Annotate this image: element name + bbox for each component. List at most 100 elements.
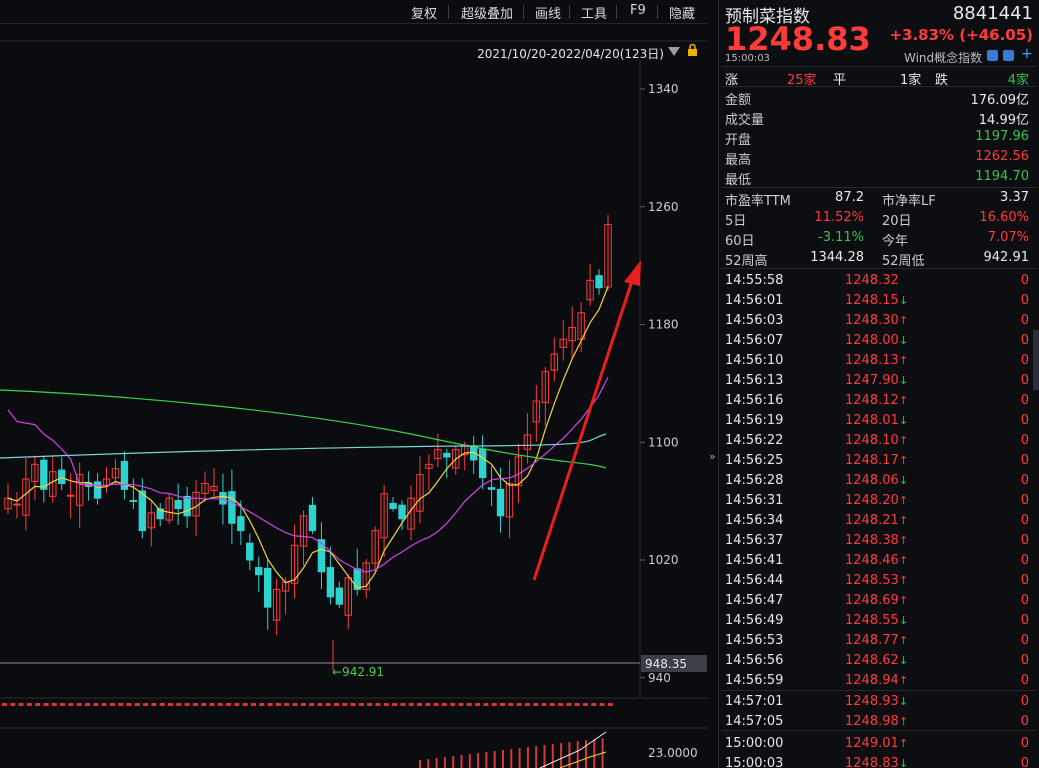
tools-button[interactable]: 工具	[581, 7, 608, 22]
tick-volume: 0	[1020, 353, 1029, 368]
up-label: 涨	[725, 73, 739, 88]
volume-bar	[425, 703, 431, 706]
valuation-row: 5日 11.52% 20日 16.60%	[725, 208, 1029, 229]
y-tick-label: 1340	[648, 82, 679, 96]
date-range-label[interactable]: 2021/10/20-2022/04/20(123日)	[477, 47, 664, 61]
volume-bar	[2, 703, 7, 706]
tick-row[interactable]: 14:56:56 1248.62 ↓ 0	[725, 651, 1029, 671]
tick-row[interactable]: 14:56:19 1248.01 ↓ 0	[725, 411, 1029, 431]
tick-row[interactable]: 14:56:31 1248.20 ↑ 0	[725, 491, 1029, 511]
tick-price: 1248.94	[845, 673, 899, 688]
tick-volume: 0	[1020, 313, 1029, 328]
tick-volume: 0	[1020, 593, 1029, 608]
arrow-up-icon: ↑	[899, 594, 909, 607]
y-tick-label: 1100	[648, 435, 679, 449]
volume-bar	[367, 703, 373, 706]
candle-body	[75, 474, 84, 506]
valuation-label: 20日	[882, 214, 912, 229]
tick-row[interactable]: 14:56:41 1248.46 ↑ 0	[725, 551, 1029, 571]
candle-body	[353, 568, 361, 590]
tick-row[interactable]: 14:56:22 1248.10 ↑ 0	[725, 431, 1029, 451]
tick-row[interactable]: 14:56:49 1248.55 ↓ 0	[725, 611, 1029, 631]
volume-bar	[176, 703, 182, 706]
stat-row: 金额 176.09亿	[725, 87, 1029, 108]
stat-row: 最高 1262.56	[725, 147, 1029, 168]
volume-bar	[259, 703, 265, 706]
candlestick-chart[interactable]: 1340 1260 1180 1100 1020 940 ←942.91 948.35 23.0…	[0, 0, 708, 768]
hide-button[interactable]: 隐藏	[669, 7, 696, 22]
volume-bar	[392, 703, 398, 706]
down-count: 4家	[1007, 73, 1029, 88]
low-marker-label: ←942.91	[332, 665, 384, 679]
volume-bar	[118, 703, 124, 706]
tick-row[interactable]: 14:56:01 1248.15 ↓ 0	[725, 291, 1029, 311]
chart-panel[interactable]: 复权 超级叠加 画线 工具 F9 隐藏 1340 1260 1180 1100 1020…	[0, 0, 708, 768]
tick-row[interactable]: 14:57:01 1248.93 ↓ 0	[725, 692, 1029, 712]
tick-volume: 0	[1020, 453, 1029, 468]
tick-row[interactable]: 14:56:37 1248.38 ↑ 0	[725, 531, 1029, 551]
alert-bell-icon[interactable]	[1003, 50, 1014, 61]
candle-body	[58, 469, 66, 484]
volume-bar	[566, 703, 572, 706]
tick-time: 14:55:58	[725, 273, 784, 288]
candle-body	[541, 371, 550, 404]
tick-price: 1248.69	[845, 593, 899, 608]
tick-row[interactable]: 15:00:03 1248.83 ↓ 0	[725, 754, 1029, 768]
tick-row[interactable]: 14:56:16 1248.12 ↑ 0	[725, 391, 1029, 411]
tick-volume: 0	[1020, 493, 1029, 508]
tick-time: 14:56:16	[725, 393, 784, 408]
stat-label: 金额	[725, 93, 752, 108]
add-icon[interactable]: +	[1021, 46, 1033, 62]
lock-icon[interactable]	[687, 44, 698, 56]
candle-body	[362, 562, 370, 591]
volume-bar	[234, 703, 240, 706]
volume-bar	[524, 703, 530, 706]
tick-row[interactable]: 14:56:59 1248.94 ↑ 0	[725, 671, 1029, 691]
restore-rights-button[interactable]: 复权	[411, 7, 438, 22]
tick-row[interactable]: 14:56:07 1248.00 ↓ 0	[725, 331, 1029, 351]
volume-bar	[541, 703, 547, 706]
volume-bar	[334, 703, 339, 706]
candle-body	[559, 338, 567, 348]
tick-volume: 0	[1020, 694, 1029, 709]
tick-price: 1248.10	[845, 433, 899, 448]
tick-volume: 0	[1020, 533, 1029, 548]
tick-row[interactable]: 14:55:58 1248.32 0	[725, 271, 1029, 291]
tick-volume: 0	[1020, 553, 1029, 568]
edit-icon[interactable]	[987, 50, 998, 61]
tick-row[interactable]: 14:56:10 1248.13 ↑ 0	[725, 351, 1029, 371]
scrollbar-thumb[interactable]	[1033, 330, 1039, 390]
tick-row[interactable]: 14:56:25 1248.17 ↑ 0	[725, 451, 1029, 471]
tick-time: 14:56:41	[725, 553, 784, 568]
tick-time: 14:57:01	[725, 694, 784, 709]
draw-line-button[interactable]: 画线	[535, 7, 562, 22]
tick-time: 14:56:47	[725, 593, 784, 608]
chevron-down-icon[interactable]	[668, 47, 680, 56]
arrow-down-icon: ↓	[899, 414, 909, 427]
candle-body	[586, 279, 594, 301]
tick-price: 1248.01	[845, 413, 899, 428]
volume-bar	[51, 703, 57, 706]
super-overlay-button[interactable]: 超级叠加	[461, 7, 514, 22]
stat-label: 最低	[725, 173, 752, 188]
f9-button[interactable]: F9	[630, 3, 646, 18]
tick-row[interactable]: 14:56:03 1248.30 ↑ 0	[725, 311, 1029, 331]
tick-row[interactable]: 15:00:00 1249.01 ↑ 0	[725, 734, 1029, 754]
candle-body	[478, 448, 487, 479]
candle-body	[255, 567, 263, 576]
volume-bar	[483, 703, 489, 706]
tick-row[interactable]: 14:56:28 1248.06 ↓ 0	[725, 471, 1029, 491]
tick-row[interactable]: 14:56:13 1247.90 ↓ 0	[725, 371, 1029, 391]
divider	[721, 268, 1037, 269]
tick-row[interactable]: 14:56:47 1248.69 ↑ 0	[725, 591, 1029, 611]
tick-row[interactable]: 14:56:34 1248.21 ↑ 0	[725, 511, 1029, 531]
tick-row[interactable]: 14:57:05 1248.98 ↑ 0	[725, 712, 1029, 732]
price-change: +3.83% (+46.05)	[889, 26, 1033, 44]
tick-row[interactable]: 14:56:53 1248.77 ↑ 0	[725, 631, 1029, 651]
tick-volume: 0	[1020, 273, 1029, 288]
divider	[721, 730, 1037, 731]
candle-body	[523, 434, 532, 450]
collapse-panel-icon[interactable]: »	[709, 450, 716, 463]
volume-bar	[549, 703, 555, 706]
tick-row[interactable]: 14:56:44 1248.53 ↑ 0	[725, 571, 1029, 591]
